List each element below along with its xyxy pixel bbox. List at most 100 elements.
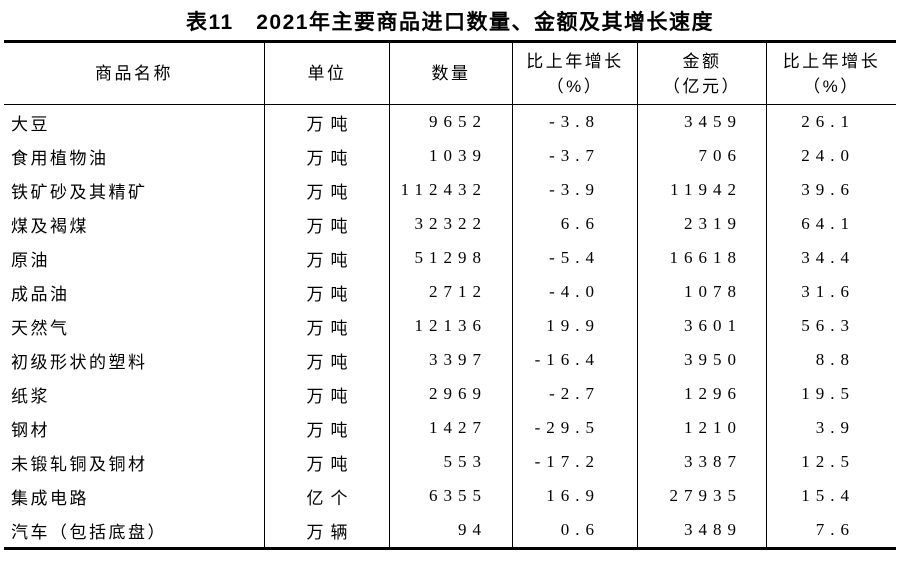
cell-quantity-growth: 19.9 [513, 309, 638, 343]
cell-quantity: 32322 [390, 207, 513, 241]
cell-amount-growth: 64.1 [801, 214, 855, 233]
col-header-line: 单位 [307, 64, 347, 83]
cell-quantity-growth: -3.8 [513, 105, 638, 139]
commodity-import-table: 商品名称 单位 数量 比上年增长 （%） 金额 （亿元） 比上年增长 （%） [4, 40, 896, 550]
cell-commodity-name: 天然气 [4, 309, 265, 343]
table-row: 初级形状的塑料 万吨 3397 -16.4 3950 8.8 [4, 343, 896, 377]
cell-unit: 万吨 [265, 207, 390, 241]
cell-quantity: 553 [390, 445, 513, 479]
cell-commodity-name: 未锻轧铜及铜材 [4, 445, 265, 479]
cell-commodity-name: 煤及褐煤 [4, 207, 265, 241]
cell-unit: 万吨 [265, 377, 390, 411]
table-row: 纸浆 万吨 2969 -2.7 1296 19.5 [4, 377, 896, 411]
col-header-amount: 金额 （亿元） [638, 43, 767, 104]
cell-amount: 1210 [638, 411, 767, 445]
col-header-line: 金额 [682, 51, 722, 71]
table-row: 集成电路 亿个 6355 16.9 27935 15.4 [4, 479, 896, 513]
cell-unit: 万吨 [265, 309, 390, 343]
table-row: 铁矿砂及其精矿 万吨 112432 -3.9 11942 39.6 [4, 173, 896, 207]
table-header-row: 商品名称 单位 数量 比上年增长 （%） 金额 （亿元） 比上年增长 （%） [4, 43, 896, 105]
cell-amount-growth: 31.6 [801, 282, 855, 301]
cell-amount: 1296 [638, 377, 767, 411]
cell-amount: 3601 [638, 309, 767, 343]
col-header-line: （亿元） [663, 76, 741, 96]
cell-unit: 万吨 [265, 105, 390, 139]
cell-amount: 706 [638, 139, 767, 173]
cell-quantity-growth: 16.9 [513, 479, 638, 513]
cell-amount: 2319 [638, 207, 767, 241]
cell-unit: 万辆 [265, 513, 390, 547]
table-row: 煤及褐煤 万吨 32322 6.6 2319 64.1 [4, 207, 896, 241]
cell-amount: 3489 [638, 513, 767, 547]
cell-unit: 万吨 [265, 173, 390, 207]
cell-amount: 3950 [638, 343, 767, 377]
cell-unit: 万吨 [265, 275, 390, 309]
table-row: 食用植物油 万吨 1039 -3.7 706 24.0 [4, 139, 896, 173]
cell-commodity-name: 铁矿砂及其精矿 [4, 173, 265, 207]
cell-quantity: 6355 [390, 479, 513, 513]
cell-quantity-growth: -5.4 [513, 241, 638, 275]
cell-amount-growth: 12.5 [801, 452, 855, 471]
col-header-line: 比上年增长 [782, 51, 881, 71]
cell-amount: 16618 [638, 241, 767, 275]
cell-amount: 1078 [638, 275, 767, 309]
col-header-line: 商品名称 [95, 64, 173, 83]
cell-quantity: 9652 [390, 105, 513, 139]
cell-unit: 万吨 [265, 343, 390, 377]
cell-amount-growth: 34.4 [801, 248, 855, 267]
col-header-quantity: 数量 [390, 43, 513, 104]
cell-amount-growth: 19.5 [801, 384, 855, 403]
table-row: 未锻轧铜及铜材 万吨 553 -17.2 3387 12.5 [4, 445, 896, 479]
cell-quantity: 1427 [390, 411, 513, 445]
table-row: 大豆 万吨 9652 -3.8 3459 26.1 [4, 105, 896, 139]
col-header-amount-growth: 比上年增长 （%） [767, 43, 896, 104]
cell-unit: 亿个 [265, 479, 390, 513]
cell-amount: 3459 [638, 105, 767, 139]
cell-amount-growth: 24.0 [801, 146, 855, 165]
cell-commodity-name: 纸浆 [4, 377, 265, 411]
table-body: 大豆 万吨 9652 -3.8 3459 26.1 食用植物油 万吨 1039 … [4, 105, 896, 547]
cell-quantity-growth: -17.2 [513, 445, 638, 479]
cell-commodity-name: 集成电路 [4, 479, 265, 513]
cell-commodity-name: 成品油 [4, 275, 265, 309]
cell-quantity-growth: -3.7 [513, 139, 638, 173]
cell-quantity-growth: -2.7 [513, 377, 638, 411]
col-header-line: 比上年增长 [526, 51, 624, 71]
cell-quantity: 1039 [390, 139, 513, 173]
table-row: 天然气 万吨 12136 19.9 3601 56.3 [4, 309, 896, 343]
cell-amount: 27935 [638, 479, 767, 513]
col-header-commodity-name: 商品名称 [4, 43, 265, 104]
col-header-line: （%） [546, 76, 604, 96]
cell-amount-growth: 7.6 [815, 520, 855, 539]
cell-amount-growth: 39.6 [801, 180, 855, 199]
cell-quantity-growth: -4.0 [513, 275, 638, 309]
cell-quantity: 2969 [390, 377, 513, 411]
cell-amount: 3387 [638, 445, 767, 479]
cell-quantity: 94 [390, 513, 513, 547]
cell-amount: 11942 [638, 173, 767, 207]
cell-quantity: 51298 [390, 241, 513, 275]
cell-quantity: 3397 [390, 343, 513, 377]
cell-quantity-growth: -3.9 [513, 173, 638, 207]
cell-amount-growth: 26.1 [801, 112, 855, 131]
cell-commodity-name: 钢材 [4, 411, 265, 445]
cell-commodity-name: 汽车（包括底盘） [4, 513, 265, 547]
cell-commodity-name: 原油 [4, 241, 265, 275]
table-row: 汽车（包括底盘） 万辆 94 0.6 3489 7.6 [4, 513, 896, 547]
table-row: 原油 万吨 51298 -5.4 16618 34.4 [4, 241, 896, 275]
table-title: 表11 2021年主要商品进口数量、金额及其增长速度 [186, 11, 714, 34]
col-header-quantity-growth: 比上年增长 （%） [513, 43, 638, 104]
table-row: 钢材 万吨 1427 -29.5 1210 3.9 [4, 411, 896, 445]
cell-commodity-name: 大豆 [4, 105, 265, 139]
cell-unit: 万吨 [265, 445, 390, 479]
cell-commodity-name: 食用植物油 [4, 139, 265, 173]
cell-quantity-growth: 0.6 [513, 513, 638, 547]
table-row: 成品油 万吨 2712 -4.0 1078 31.6 [4, 275, 896, 309]
col-header-line: （%） [803, 76, 860, 96]
cell-quantity-growth: 6.6 [513, 207, 638, 241]
cell-quantity: 2712 [390, 275, 513, 309]
cell-unit: 万吨 [265, 139, 390, 173]
cell-quantity-growth: -29.5 [513, 411, 638, 445]
cell-quantity-growth: -16.4 [513, 343, 638, 377]
cell-amount-growth: 3.9 [815, 418, 855, 437]
